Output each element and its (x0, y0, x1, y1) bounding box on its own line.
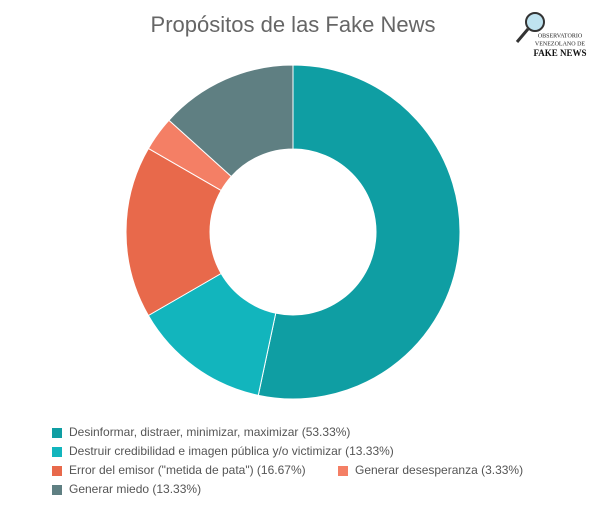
legend-swatch (52, 485, 62, 495)
legend-swatch (52, 466, 62, 476)
logo: OBSERVATORIO VENEZOLANO DE FAKE NEWS (515, 12, 587, 58)
legend-label: Generar desesperanza (3.33%) (355, 463, 523, 477)
legend-swatch (52, 447, 62, 457)
logo-text: FAKE NEWS (533, 48, 586, 58)
donut-slice (168, 64, 294, 178)
legend-swatch (338, 466, 348, 476)
logo-text: OBSERVATORIO (538, 33, 583, 39)
chart-title: Propósitos de las Fake News (151, 12, 436, 37)
logo-text: VENEZOLANO DE (535, 41, 585, 47)
logo-icon (515, 28, 530, 43)
logo-icon (525, 12, 545, 32)
legend-label: Desinformar, distraer, minimizar, maximi… (69, 425, 350, 439)
donut-slice (125, 147, 222, 317)
legend-swatch (52, 428, 62, 438)
legend-label: Generar miedo (13.33%) (69, 482, 201, 496)
legend-label: Destruir credibilidad e imagen pública y… (69, 444, 394, 458)
legend-label: Error del emisor ("metida de pata") (16.… (69, 463, 306, 477)
donut-slice (257, 64, 461, 400)
